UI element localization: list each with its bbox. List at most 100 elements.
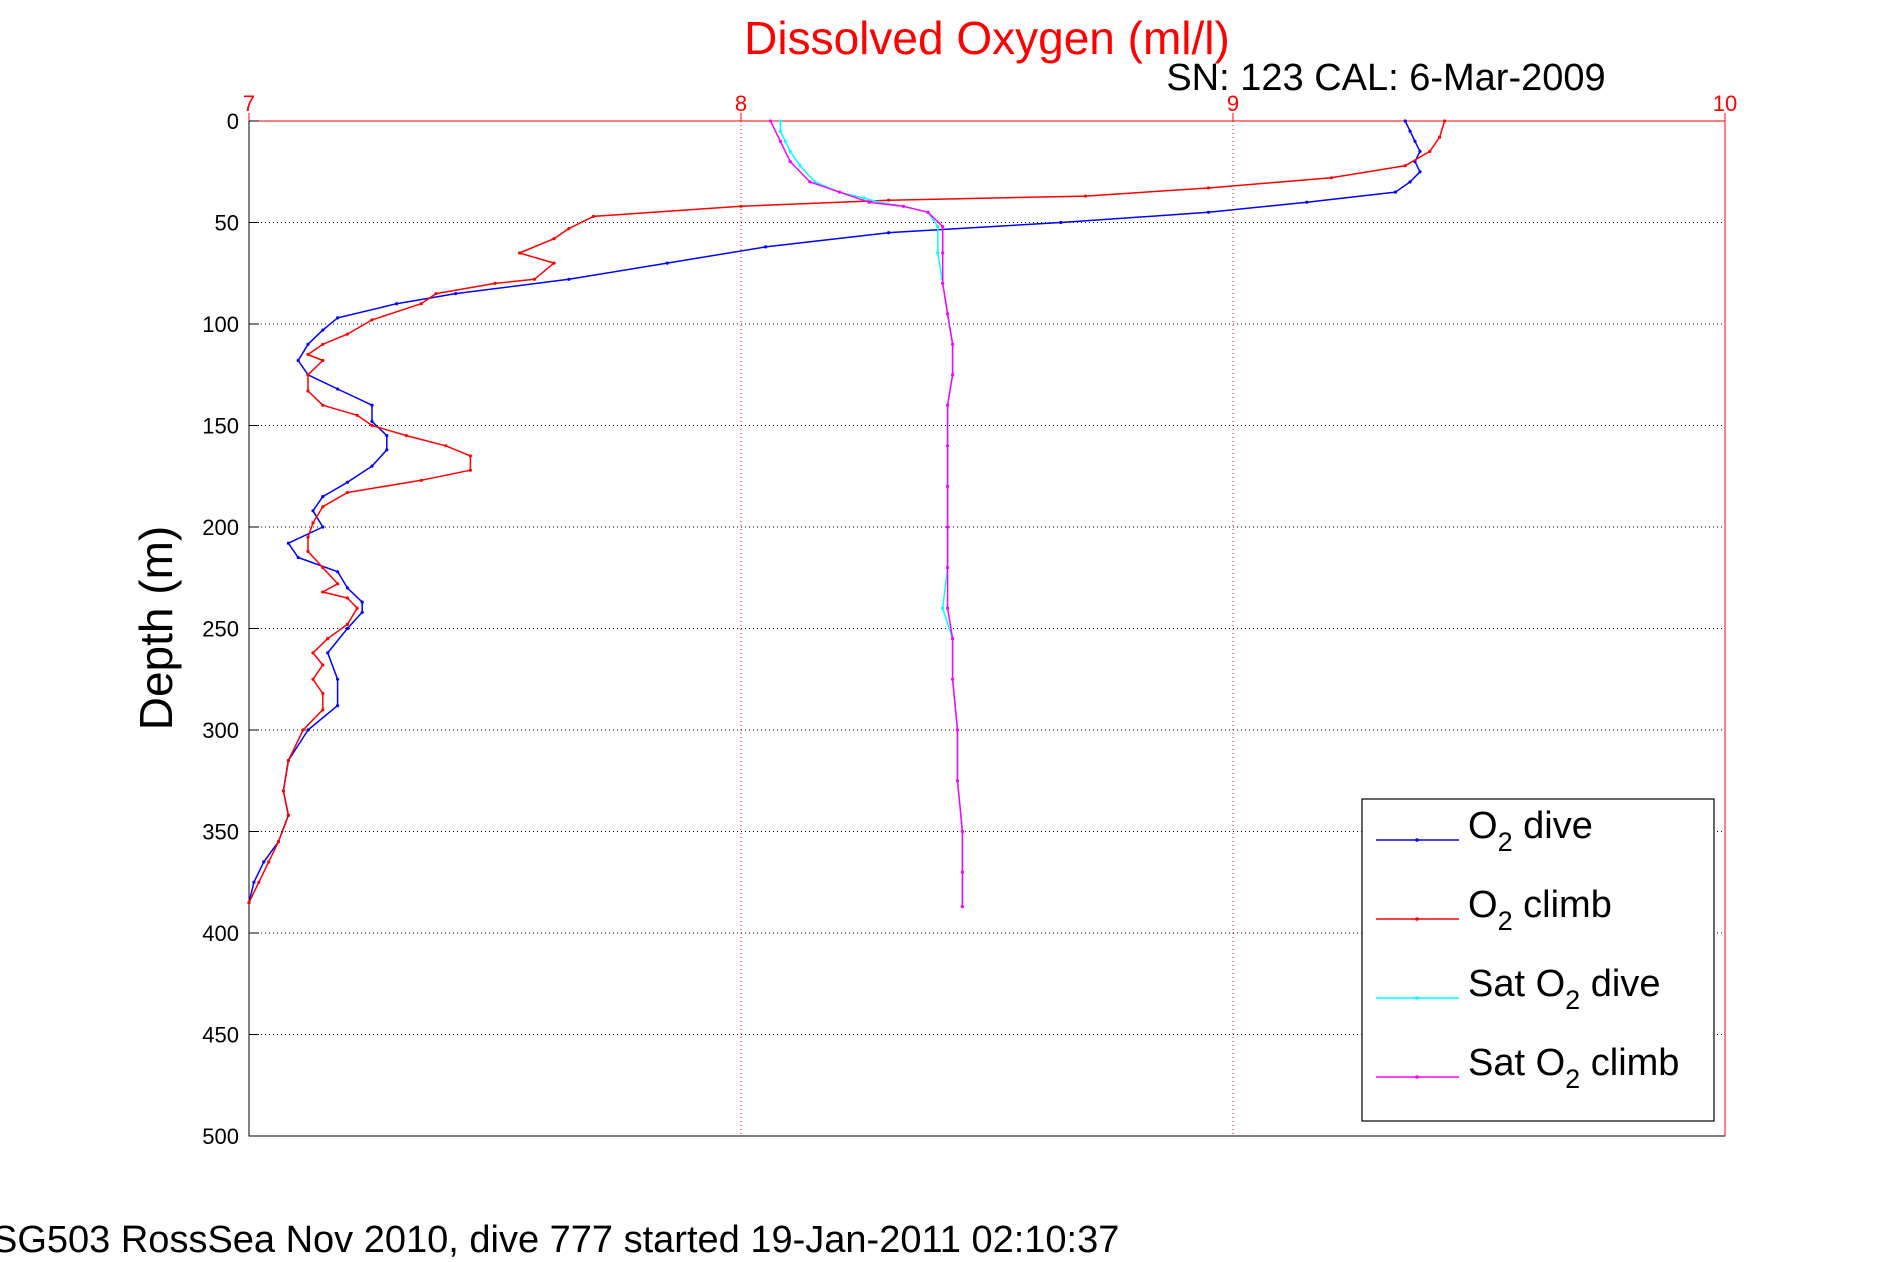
data-point-o2-dive [385, 448, 389, 452]
data-point-o2-climb [321, 708, 325, 712]
data-point-o2-climb [321, 403, 325, 407]
y-tick-label: 150 [202, 414, 239, 439]
data-point-o2-climb [286, 758, 290, 763]
y-tick-label: 450 [202, 1023, 239, 1048]
data-point-sat-o2-dive [783, 139, 787, 143]
data-point-o2-climb [887, 198, 891, 202]
legend-label: O2 dive [1468, 805, 1593, 857]
legend-item-o2-climb: O2 climb [1376, 884, 1612, 936]
data-point-sat-o2-climb [768, 119, 773, 123]
data-point-o2-climb [419, 478, 423, 482]
data-point-sat-o2-climb [946, 606, 950, 610]
x-tick-label: 8 [735, 91, 747, 116]
data-point-sat-o2-climb [960, 905, 965, 909]
footer-caption: SG503 RossSea Nov 2010, dive 777 started… [0, 1219, 1119, 1261]
x-tick-label: 9 [1227, 91, 1239, 116]
data-point-o2-climb [370, 423, 374, 428]
y-tick-label: 300 [202, 718, 239, 743]
y-tick-label: 200 [202, 515, 239, 540]
y-tick-label: 250 [202, 617, 239, 642]
data-point-sat-o2-climb [946, 566, 950, 570]
data-point-o2-climb [321, 663, 325, 667]
data-point-o2-climb [355, 606, 359, 610]
data-point-sat-o2-climb [951, 677, 955, 681]
data-point-o2-dive [321, 525, 325, 529]
data-point-o2-climb [321, 691, 325, 696]
y-ticks: 0 50 100 150 200 250 300 350 400 450 500 [202, 109, 259, 1149]
legend-item-sat-o2-dive: Sat O2 dive [1376, 963, 1660, 1015]
data-point-o2-climb [306, 352, 310, 357]
data-point-o2-dive [665, 261, 669, 265]
data-point-sat-o2-climb [946, 312, 950, 316]
data-point-o2-climb [311, 677, 315, 681]
legend-item-o2-dive: O2 dive [1376, 805, 1593, 857]
data-point-o2-climb [345, 596, 349, 600]
data-point-o2-climb [1443, 119, 1447, 123]
data-point-o2-dive [370, 464, 374, 468]
data-point-o2-dive [1059, 220, 1063, 225]
data-point-o2-dive [326, 651, 330, 655]
data-point-o2-climb [336, 582, 340, 586]
data-point-o2-dive [1408, 129, 1412, 133]
legend: O2 dive O2 climb Sat O2 dive Sat O2 climb [1361, 798, 1715, 1122]
legend-swatch-marker [1415, 1075, 1419, 1079]
y-tick-label: 0 [227, 109, 239, 134]
data-point-o2-climb [468, 454, 472, 458]
data-point-sat-o2-dive [862, 196, 866, 200]
data-point-o2-dive [286, 541, 290, 545]
data-point-o2-climb [286, 813, 290, 817]
y-tick-label: 50 [215, 211, 239, 236]
y-tick-label: 350 [202, 820, 239, 845]
x-tick-label: 10 [1713, 91, 1737, 116]
data-point-o2-climb [1206, 186, 1210, 190]
data-point-o2-climb [267, 860, 271, 864]
data-point-o2-dive [1305, 200, 1309, 204]
data-point-o2-dive [887, 231, 891, 235]
data-point-o2-dive [262, 860, 266, 864]
data-point-o2-dive [311, 509, 315, 513]
data-point-o2-dive [1418, 149, 1422, 153]
data-point-o2-climb [1329, 176, 1333, 180]
y-tick-label: 500 [202, 1124, 239, 1149]
data-point-o2-climb [247, 901, 251, 905]
data-point-sat-o2-climb [960, 870, 965, 874]
x-ticks: 7 8 9 10 [243, 91, 1737, 121]
data-point-o2-climb [311, 521, 315, 525]
data-point-sat-o2-climb [951, 342, 955, 346]
data-point-sat-o2-climb [951, 373, 955, 377]
data-point-sat-o2-climb [960, 829, 965, 834]
data-point-o2-climb [370, 318, 374, 322]
data-point-o2-climb [306, 373, 310, 377]
data-point-o2-dive [1206, 210, 1210, 214]
data-point-o2-climb [1428, 149, 1432, 153]
data-point-o2-climb [552, 237, 556, 241]
legend-swatch-marker [1415, 838, 1419, 842]
data-point-o2-dive [395, 302, 399, 306]
data-point-sat-o2-climb [955, 779, 960, 783]
data-point-o2-climb [321, 358, 325, 363]
data-point-sat-o2-dive [778, 129, 783, 133]
data-point-o2-climb [345, 490, 349, 495]
data-point-o2-climb [306, 549, 310, 554]
data-point-o2-climb [321, 505, 325, 509]
legend-item-sat-o2-climb: Sat O2 climb [1376, 1042, 1679, 1094]
data-point-o2-climb [321, 342, 325, 346]
chart-title: Dissolved Oxygen (ml/l) [744, 12, 1230, 64]
legend-label: Sat O2 climb [1468, 1042, 1679, 1094]
data-point-o2-climb [345, 622, 349, 627]
data-point-o2-dive [385, 434, 389, 438]
data-point-o2-climb [345, 332, 349, 336]
data-point-sat-o2-dive [936, 225, 940, 229]
data-point-sat-o2-climb [951, 637, 955, 641]
data-point-o2-dive [336, 387, 340, 391]
data-point-o2-dive [336, 704, 340, 708]
data-point-o2-dive [345, 586, 349, 590]
data-point-sat-o2-climb [946, 444, 950, 448]
data-point-sat-o2-dive [778, 119, 783, 123]
data-point-o2-dive [296, 358, 300, 363]
y-tick-label: 100 [202, 312, 239, 337]
data-point-sat-o2-climb [955, 728, 960, 732]
data-point-o2-dive [252, 880, 256, 884]
data-point-o2-climb [311, 651, 315, 655]
